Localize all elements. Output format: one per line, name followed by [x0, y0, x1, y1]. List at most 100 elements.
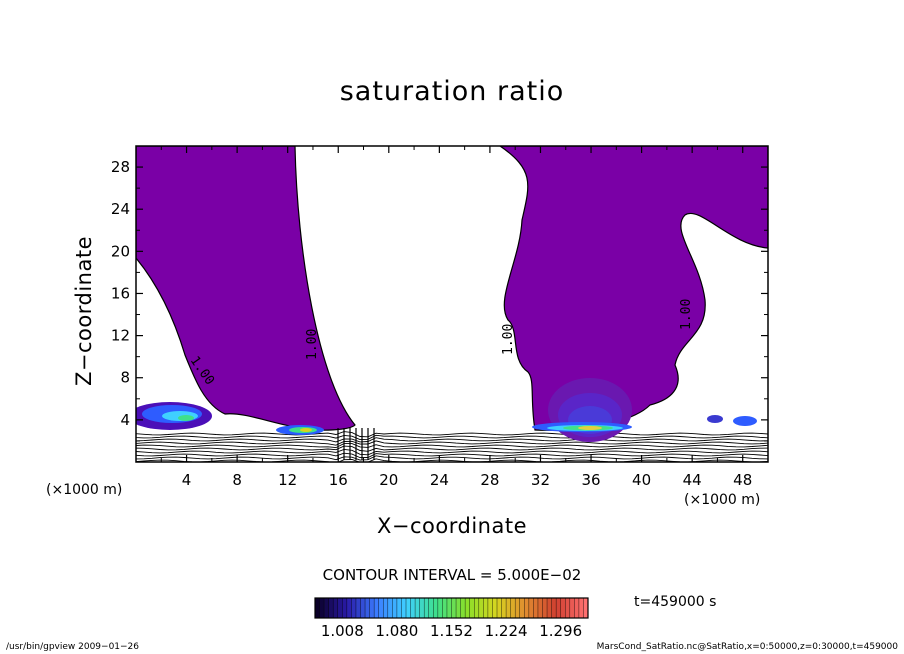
- x-tick-label: 12: [278, 471, 297, 489]
- colorbar: [314, 597, 589, 619]
- colorbar-cell: [533, 598, 539, 618]
- colorbar-cell: [378, 598, 384, 618]
- colorbar-cell: [560, 598, 566, 618]
- y-tick-label: 8: [120, 369, 130, 387]
- colorbar-tick-label: 1.080: [375, 622, 419, 640]
- colorbar-cell: [469, 598, 475, 618]
- x-unit-label-left: (×1000 m): [46, 482, 123, 498]
- colorbar-cell: [487, 598, 493, 618]
- colorbar-cell: [383, 598, 389, 618]
- colorbar-cell: [337, 598, 343, 618]
- colorbar-tick-label: 1.224: [484, 622, 528, 640]
- colorbar-cell: [451, 598, 457, 618]
- surface-contour-line: [136, 440, 768, 446]
- colorbar-cell: [565, 598, 571, 618]
- surface-contour-line: [136, 437, 768, 443]
- plume-left: [136, 402, 212, 430]
- colorbar-cell: [547, 598, 552, 618]
- plume-14km: [276, 425, 324, 435]
- surface-contour-line: [136, 434, 768, 441]
- colorbar-cell: [401, 598, 407, 618]
- colorbar-cell: [442, 598, 448, 618]
- colorbar-cell: [410, 598, 416, 618]
- colorbar-cell: [424, 598, 430, 618]
- y-tick-label: 20: [111, 242, 130, 260]
- colorbar-cell: [537, 598, 543, 618]
- x-tick-label: 32: [531, 471, 550, 489]
- contour-interval: CONTOUR INTERVAL = 5.000E−02: [322, 566, 582, 584]
- x-axis: 4 8 12 16 20 24 28 32 36 40 44 48: [160, 146, 752, 489]
- colorbar-tick-label: 1.296: [539, 622, 583, 640]
- colorbar-cell: [465, 598, 470, 618]
- colorbar-cell: [478, 598, 484, 618]
- colorbar-cell: [406, 598, 411, 618]
- colorbar-cell: [446, 598, 452, 618]
- colorbar-cell: [324, 598, 329, 618]
- colorbar-cell: [510, 598, 516, 618]
- colorbar-cell: [474, 598, 480, 618]
- colorbar-cell: [351, 598, 357, 618]
- y-tick-label: 28: [111, 158, 130, 176]
- y-tick-label: 12: [111, 327, 130, 345]
- colorbar-cell: [524, 598, 530, 618]
- colorbar-cell: [515, 598, 521, 618]
- colorbar-cell: [428, 598, 434, 618]
- x-tick-label: 8: [232, 471, 242, 489]
- y-tick-label: 24: [111, 200, 130, 218]
- colorbar-cell: [433, 598, 439, 618]
- colorbar-cell: [578, 598, 584, 618]
- contour-label: 1.00: [679, 299, 694, 330]
- x-tick-label: 16: [329, 471, 348, 489]
- colorbar-cell: [506, 598, 511, 618]
- colorbar-cell: [355, 598, 361, 618]
- colorbar-cell: [415, 598, 420, 618]
- x-tick-label: 48: [733, 471, 752, 489]
- colorbar-cell: [497, 598, 502, 618]
- surface-contour-line: [136, 431, 768, 438]
- plot-frame: [135, 145, 769, 463]
- chart-title: saturation ratio: [339, 76, 565, 107]
- colorbar-cell: [360, 598, 366, 618]
- x-unit-label-right: (×1000 m): [684, 492, 761, 508]
- colorbar-tick-label: 1.152: [430, 622, 473, 640]
- surface-contour-line: [136, 452, 768, 459]
- colorbar-cell: [396, 598, 402, 618]
- colorbar-cell: [574, 598, 580, 618]
- contour-label: 1.00: [305, 329, 320, 360]
- colorbar-cell: [528, 598, 534, 618]
- surface-contour-line: [136, 443, 768, 449]
- colorbar-cell: [419, 598, 425, 618]
- y-axis-label: Z−coordinate: [72, 236, 96, 386]
- surface-contour-line: [136, 455, 768, 461]
- contour-label: 1.00: [501, 324, 516, 355]
- colorbar-cell: [437, 598, 443, 618]
- x-tick-label: 28: [480, 471, 499, 489]
- x-tick-label: 44: [683, 471, 702, 489]
- footer-right: MarsCond_SatRatio.nc@SatRatio,x=0:50000,…: [596, 642, 898, 652]
- colorbar-cell: [346, 598, 352, 618]
- saturated-region: [498, 146, 768, 431]
- time-stamp: t=459000 s: [634, 594, 717, 610]
- colorbar-cell: [392, 598, 398, 618]
- saturated-region: [136, 146, 356, 431]
- y-tick-label: 16: [111, 284, 130, 302]
- x-tick-label: 36: [581, 471, 600, 489]
- colorbar-cell: [374, 598, 379, 618]
- colorbar-cell: [365, 598, 370, 618]
- surface-contour-line: [136, 458, 768, 462]
- footer-left: /usr/bin/gpview 2009−01−26: [6, 642, 140, 652]
- colorbar-cell: [492, 598, 498, 618]
- colorbar-cell: [328, 598, 334, 618]
- colorbar-cell: [456, 598, 461, 618]
- colorbar-cell: [551, 598, 557, 618]
- colorbar-cell: [501, 598, 507, 618]
- x-tick-label: 4: [182, 471, 192, 489]
- x-tick-label: 20: [379, 471, 398, 489]
- colorbar-cell: [319, 598, 325, 618]
- x-tick-label: 24: [430, 471, 449, 489]
- colorbar-cell: [369, 598, 375, 618]
- y-tick-label: 4: [120, 411, 130, 429]
- colorbar-cell: [556, 598, 561, 618]
- colorbar-cell: [569, 598, 575, 618]
